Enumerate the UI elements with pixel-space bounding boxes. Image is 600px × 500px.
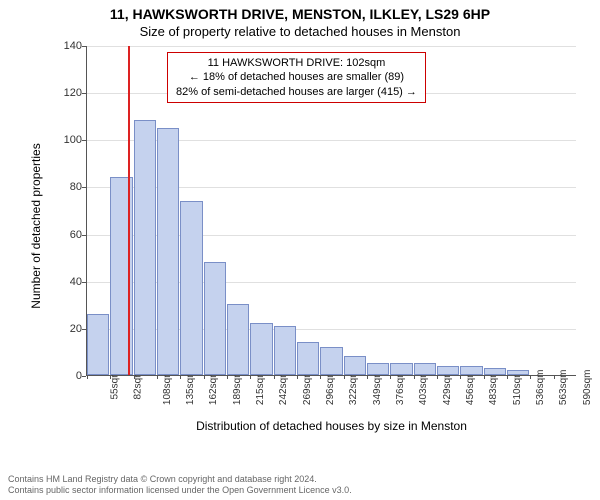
histogram-bar [484, 368, 506, 375]
histogram-bar [87, 314, 109, 375]
histogram-bar [227, 304, 249, 375]
ytick-mark [82, 187, 86, 188]
footer: Contains HM Land Registry data © Crown c… [8, 474, 352, 497]
xtick-mark [414, 375, 415, 379]
ytick-mark [82, 235, 86, 236]
annotation-box: 11 HAWKSWORTH DRIVE: 102sqm ← 18% of det… [167, 52, 426, 103]
xtick-mark [507, 375, 508, 379]
footer-line1: Contains HM Land Registry data © Crown c… [8, 474, 352, 485]
chart-container: Number of detached properties Distributi… [56, 46, 576, 406]
ytick-label: 140 [52, 40, 82, 52]
page-title: 11, HAWKSWORTH DRIVE, MENSTON, ILKLEY, L… [0, 0, 600, 22]
xtick-label: 590sqm [582, 370, 593, 406]
ytick-mark [82, 140, 86, 141]
xtick-mark [274, 375, 275, 379]
ytick-label: 20 [52, 323, 82, 335]
histogram-bar [390, 363, 412, 375]
histogram-bar [367, 363, 389, 375]
histogram-bar [344, 356, 366, 375]
ytick-label: 60 [52, 229, 82, 241]
histogram-bar [180, 201, 202, 375]
plot-area: Distribution of detached houses by size … [86, 46, 576, 376]
xtick-mark [460, 375, 461, 379]
ytick-label: 40 [52, 276, 82, 288]
histogram-bar [134, 120, 156, 375]
xtick-mark [110, 375, 111, 379]
ytick-label: 120 [52, 87, 82, 99]
ytick-label: 80 [52, 181, 82, 193]
ytick-mark [82, 93, 86, 94]
page-subtitle: Size of property relative to detached ho… [0, 22, 600, 39]
xtick-mark [437, 375, 438, 379]
annotation-line3: 82% of semi-detached houses are larger (… [176, 85, 417, 99]
marker-line [128, 46, 130, 375]
histogram-bar [250, 323, 272, 375]
xtick-mark [204, 375, 205, 379]
ytick-mark [82, 376, 86, 377]
histogram-bar [414, 363, 436, 375]
histogram-bar [204, 262, 226, 375]
xtick-mark [250, 375, 251, 379]
ytick-mark [82, 329, 86, 330]
ytick-mark [82, 282, 86, 283]
annotation-line1: 11 HAWKSWORTH DRIVE: 102sqm [176, 56, 417, 70]
xtick-mark [157, 375, 158, 379]
xtick-mark [297, 375, 298, 379]
ytick-label: 0 [52, 370, 82, 382]
xtick-mark [484, 375, 485, 379]
histogram-bar [157, 128, 179, 376]
gridline [87, 46, 576, 47]
xtick-mark [320, 375, 321, 379]
y-axis-label: Number of detached properties [29, 143, 43, 308]
xtick-mark [134, 375, 135, 379]
xtick-mark [344, 375, 345, 379]
histogram-bar [320, 347, 342, 375]
xtick-label: 536sqm [535, 370, 546, 406]
histogram-bar [460, 366, 482, 375]
xtick-mark [530, 375, 531, 379]
xtick-mark [227, 375, 228, 379]
x-axis-label: Distribution of detached houses by size … [196, 419, 467, 433]
xtick-label: 563sqm [558, 370, 569, 406]
xtick-mark [554, 375, 555, 379]
xtick-mark [367, 375, 368, 379]
xtick-mark [180, 375, 181, 379]
xtick-mark [87, 375, 88, 379]
xtick-mark [390, 375, 391, 379]
ytick-mark [82, 46, 86, 47]
histogram-bar [297, 342, 319, 375]
histogram-bar [437, 366, 459, 375]
footer-line2: Contains public sector information licen… [8, 485, 352, 496]
histogram-bar [507, 370, 529, 375]
histogram-bar [274, 326, 296, 376]
annotation-line2: ← 18% of detached houses are smaller (89… [176, 70, 417, 84]
ytick-label: 100 [52, 134, 82, 146]
